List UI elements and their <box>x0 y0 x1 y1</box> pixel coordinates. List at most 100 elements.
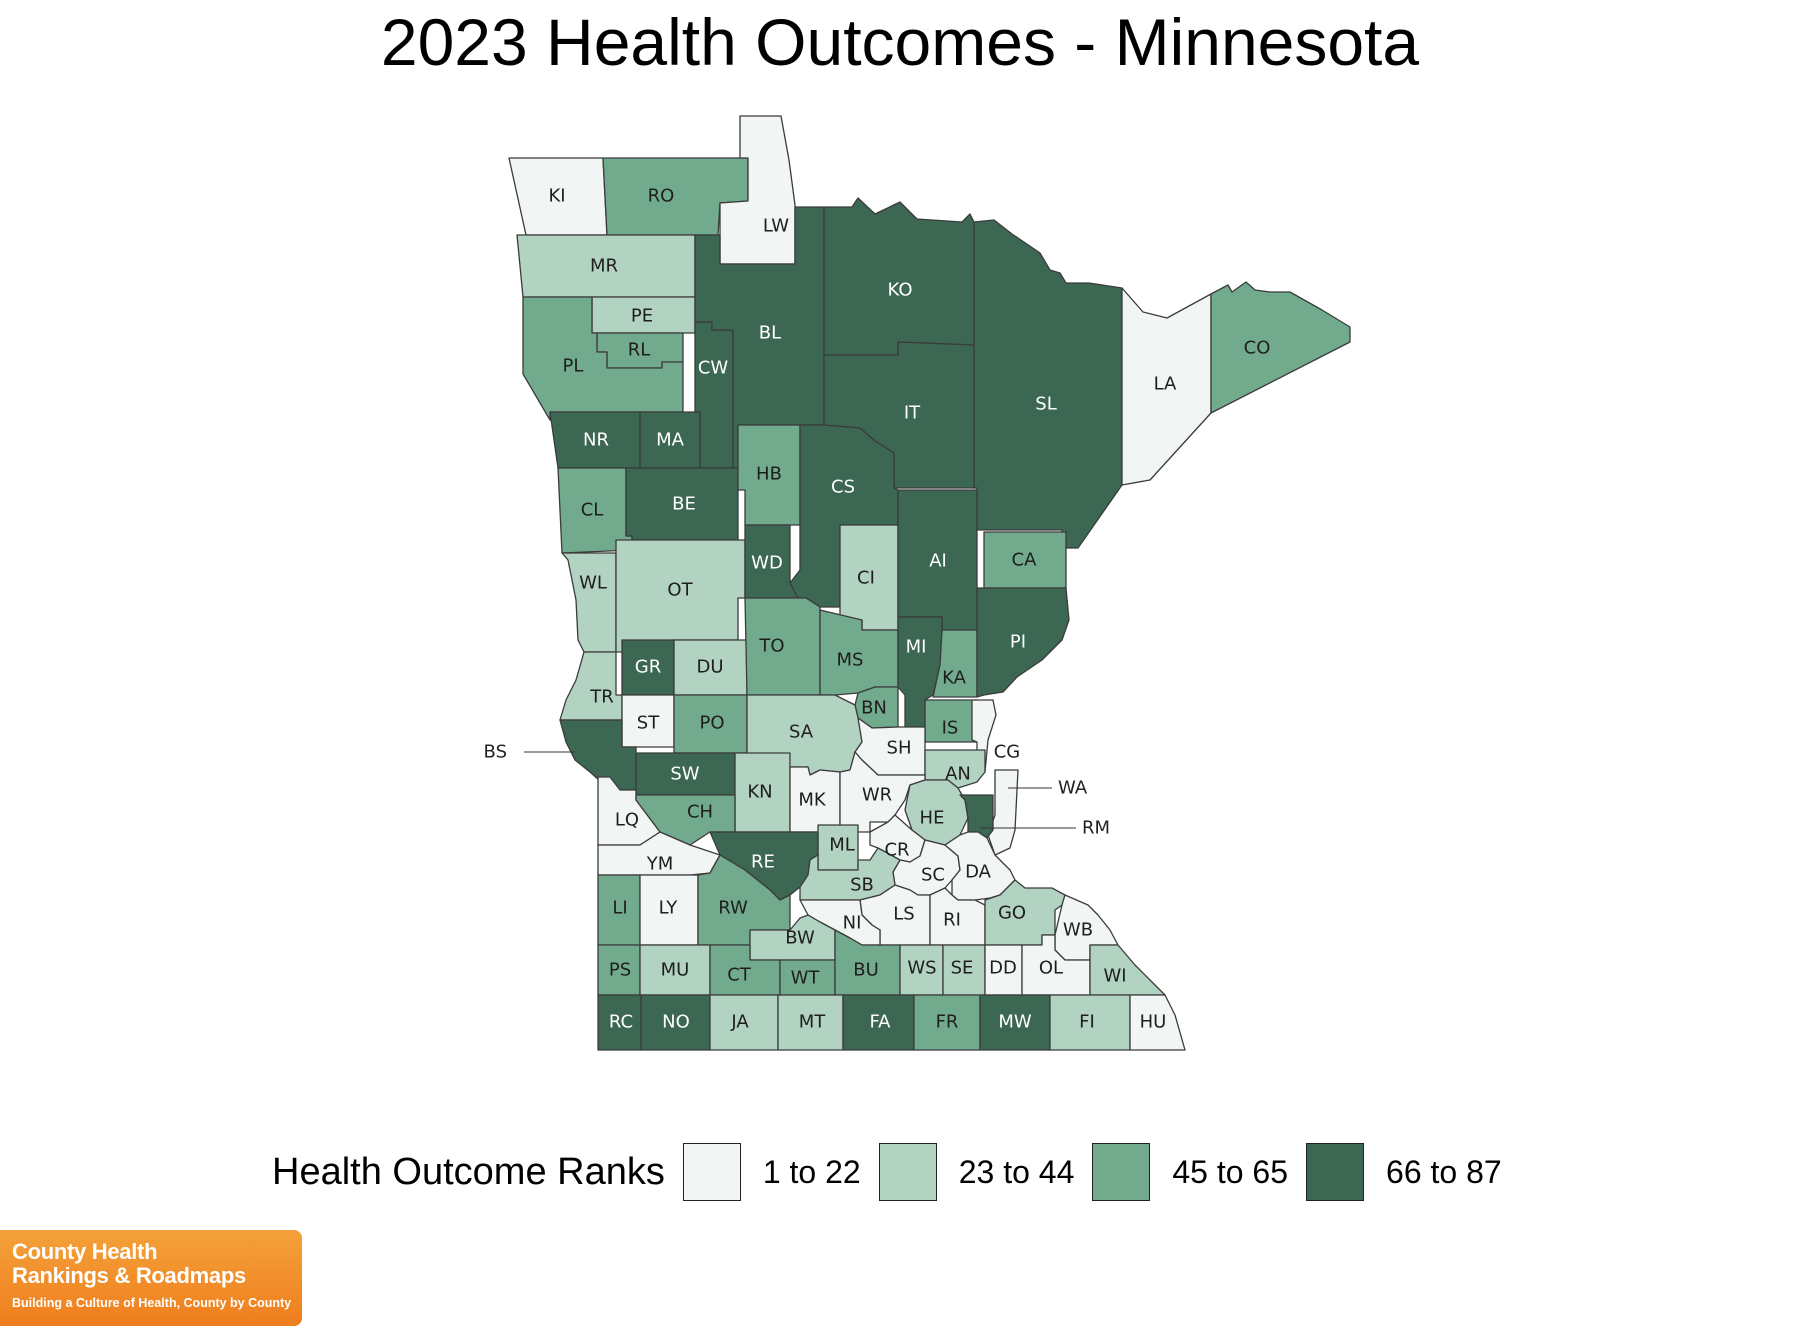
legend-item-23-to-44: 23 to 44 <box>878 1143 1075 1201</box>
county-label-rc: RC <box>609 1012 633 1033</box>
county-label-ps: PS <box>609 960 631 981</box>
legend-swatch <box>682 1143 741 1201</box>
county-label-be: BE <box>672 494 696 515</box>
county-label-ca: CA <box>1012 550 1038 571</box>
county-label-ko: KO <box>888 280 913 301</box>
county-label-re: RE <box>751 852 775 873</box>
logo-line-1: County Health <box>12 1239 158 1264</box>
county-label-ki: KI <box>548 186 565 207</box>
legend-item-1-to-22: 1 to 22 <box>682 1143 861 1201</box>
county-label-mr: MR <box>590 256 618 277</box>
county-label-se: SE <box>951 958 974 979</box>
legend-label: 23 to 44 <box>958 1153 1075 1190</box>
county-label-gr: GR <box>635 657 661 678</box>
county-label-rl: RL <box>628 340 651 361</box>
county-label-ol: OL <box>1039 958 1063 979</box>
county-label-lq: LQ <box>615 810 639 831</box>
county-label-sl: SL <box>1035 394 1056 415</box>
county-label-ms: MS <box>837 650 864 671</box>
county-label-wa: WA <box>1058 778 1088 799</box>
county-label-bs: BS <box>484 742 507 763</box>
county-label-tr: TR <box>589 687 614 708</box>
county-pl <box>522 296 684 421</box>
county-label-lw: LW <box>763 216 789 237</box>
county-label-pl: PL <box>563 356 584 377</box>
county-label-fi: FI <box>1079 1012 1095 1033</box>
county-ka <box>932 629 978 698</box>
county-label-sc: SC <box>921 865 945 886</box>
county-label-ka: KA <box>942 668 966 689</box>
county-label-ni: NI <box>843 913 862 934</box>
legend-item-45-to-65: 45 to 65 <box>1092 1143 1288 1201</box>
county-wa <box>987 769 1019 856</box>
legend-swatch <box>1306 1143 1365 1201</box>
county-label-ot: OT <box>667 580 693 601</box>
county-label-no: NO <box>662 1012 690 1033</box>
legend-swatch <box>878 1143 937 1201</box>
county-sl <box>973 219 1123 549</box>
county-label-pi: PI <box>1010 632 1026 653</box>
county-wi <box>1089 944 1166 996</box>
county-cw <box>694 321 734 469</box>
county-label-mw: MW <box>998 1012 1032 1033</box>
county-label-hu: HU <box>1140 1012 1167 1033</box>
county-label-cl: CL <box>581 500 604 521</box>
county-label-du: DU <box>696 657 723 678</box>
county-label-nr: NR <box>583 430 609 451</box>
county-label-he: HE <box>920 808 945 829</box>
county-label-cw: CW <box>698 358 729 379</box>
county-label-mk: MK <box>798 790 827 811</box>
county-label-ml: ML <box>829 835 855 856</box>
county-label-ch: CH <box>687 802 713 823</box>
county-label-sh: SH <box>887 738 912 759</box>
county-label-pe: PE <box>631 306 653 327</box>
county-label-dd: DD <box>989 958 1017 979</box>
county-label-fa: FA <box>869 1012 891 1033</box>
county-label-ly: LY <box>659 898 679 919</box>
county-label-rm: RM <box>1082 818 1110 839</box>
county-label-da: DA <box>965 862 992 883</box>
county-label-it: IT <box>904 403 921 424</box>
county-label-an: AN <box>945 764 971 785</box>
page-title: 2023 Health Outcomes - Minnesota <box>380 5 1420 79</box>
legend-label: 66 to 87 <box>1386 1153 1502 1190</box>
county-label-ym: YM <box>646 854 674 875</box>
county-label-cs: CS <box>831 477 855 498</box>
county-label-sw: SW <box>670 764 699 785</box>
county-label-cg: CG <box>994 742 1021 763</box>
county-label-ma: MA <box>656 430 685 451</box>
county-label-co: CO <box>1244 338 1271 359</box>
county-label-rw: RW <box>718 898 748 919</box>
county-health-rankings-logo: County Health Rankings & Roadmaps Buildi… <box>0 1230 302 1326</box>
county-label-bn: BN <box>861 698 887 719</box>
county-label-sb: SB <box>850 875 874 896</box>
county-pi <box>976 587 1070 698</box>
county-label-ro: RO <box>648 186 675 207</box>
county-label-ci: CI <box>857 568 875 589</box>
county-label-wi: WI <box>1103 966 1126 987</box>
county-label-fr: FR <box>936 1012 959 1033</box>
legend-label: 45 to 65 <box>1172 1153 1289 1190</box>
county-label-kn: KN <box>747 782 772 803</box>
county-label-hb: HB <box>756 464 782 485</box>
minnesota-county-map: KI RO LW MR PE RL PL CW BL KO IT SL LA CO NR MA CL BE HB CS… <box>484 115 1351 1051</box>
legend-swatch <box>1092 1143 1151 1201</box>
county-label-mi: MI <box>906 637 927 658</box>
county-label-li: LI <box>612 898 627 919</box>
county-label-la: LA <box>1154 374 1177 395</box>
county-co <box>1210 281 1351 414</box>
county-label-wl: WL <box>579 573 607 594</box>
logo-line-2: Rankings & Roadmaps <box>12 1263 246 1288</box>
county-label-sa: SA <box>789 722 814 743</box>
county-label-is: IS <box>942 718 959 739</box>
county-ch <box>635 794 736 846</box>
county-label-ls: LS <box>893 904 914 925</box>
county-label-mu: MU <box>661 960 690 981</box>
county-hu <box>1129 994 1186 1051</box>
legend-label: 1 to 22 <box>762 1153 861 1190</box>
county-label-wd: WD <box>751 553 783 574</box>
county-label-bl: BL <box>759 323 781 344</box>
county-label-wt: WT <box>791 968 821 989</box>
county-ko <box>823 197 975 356</box>
county-label-bw: BW <box>785 928 815 949</box>
